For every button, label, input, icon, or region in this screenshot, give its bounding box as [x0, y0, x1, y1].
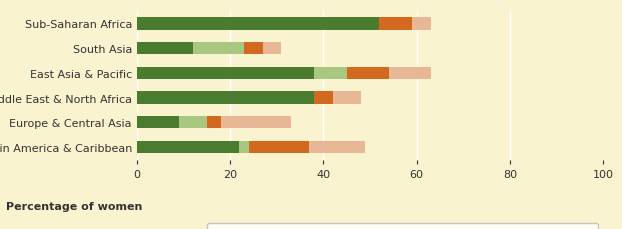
Bar: [221, 117, 290, 129]
Bar: [263, 43, 282, 55]
Bar: [137, 67, 314, 80]
Bar: [239, 141, 249, 153]
Text: Percentage of women: Percentage of women: [6, 202, 142, 211]
Bar: [137, 43, 193, 55]
Bar: [137, 117, 179, 129]
Bar: [389, 67, 430, 80]
Bar: [314, 67, 347, 80]
Bar: [244, 43, 263, 55]
Bar: [249, 141, 310, 153]
Bar: [207, 117, 221, 129]
Bar: [193, 43, 244, 55]
Bar: [412, 18, 431, 30]
Bar: [333, 92, 361, 104]
Bar: [347, 67, 389, 80]
Bar: [137, 18, 379, 30]
Bar: [137, 92, 314, 104]
Bar: [314, 92, 333, 104]
Bar: [137, 141, 239, 153]
Legend: Agricultural self employment, Nonagricultural self employment, Agricultural wage: Agricultural self employment, Nonagricul…: [207, 223, 598, 229]
Bar: [379, 18, 412, 30]
Bar: [179, 117, 207, 129]
Bar: [310, 141, 366, 153]
